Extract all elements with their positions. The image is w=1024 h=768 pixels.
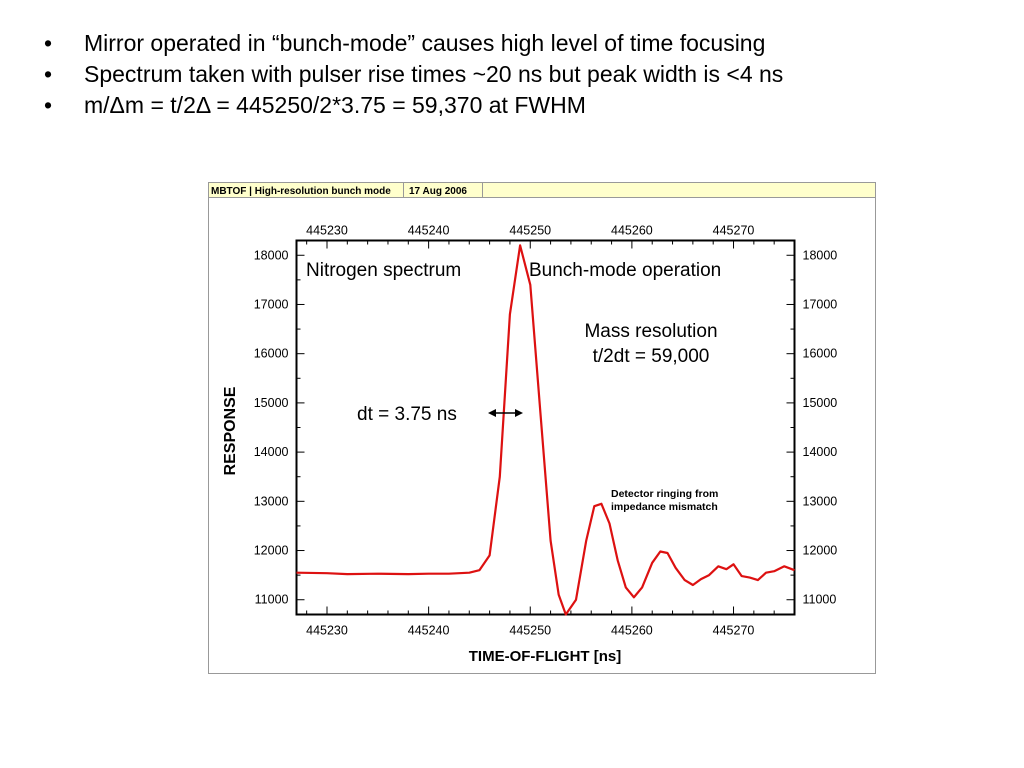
- y-tick-label-left: 11000: [255, 593, 289, 607]
- x-tick-label-bottom: 445240: [408, 624, 450, 638]
- annotation-nitrogen: Nitrogen spectrum: [306, 260, 461, 281]
- y-tick-label-left: 13000: [254, 494, 289, 508]
- annotation-dt: dt = 3.75 ns: [357, 404, 457, 425]
- y-tick-label-right: 16000: [803, 347, 838, 361]
- y-tick-label-left: 17000: [254, 297, 289, 311]
- bullet-marker: •: [44, 30, 53, 56]
- bullet-marker: •: [44, 92, 53, 118]
- bullet-item: • m/Δm = t/2Δ = 445250/2*3.75 = 59,370 at…: [44, 90, 783, 121]
- x-tick-label-bottom: 445270: [713, 624, 755, 638]
- x-tick-label-top: 445240: [408, 224, 450, 238]
- y-tick-label-right: 14000: [803, 445, 838, 459]
- y-tick-label-right: 15000: [803, 396, 838, 410]
- axes: 445230 445230 445240 445240 445250 445250 4452…: [254, 224, 838, 638]
- header-date: 17 Aug 2006: [409, 186, 467, 197]
- series-group: [296, 244, 795, 616]
- x-tick-label-bottom: 445260: [611, 624, 653, 638]
- bullet-list: • Mirror operated in “bunch-mode” causes …: [44, 28, 783, 121]
- figure-header: [208, 182, 876, 198]
- x-tick-label-top: 445270: [713, 224, 755, 238]
- annotation-ringing-line1: Detector ringing from: [611, 488, 718, 500]
- y-tick-label-right: 11000: [803, 593, 837, 607]
- x-tick-label-top: 445230: [306, 224, 348, 238]
- y-tick-label-left: 18000: [254, 248, 289, 262]
- y-tick-label-left: 14000: [254, 445, 289, 459]
- bullet-text: m/Δm = t/2Δ = 445250/2*3.75 = 59,370 at …: [84, 92, 586, 118]
- y-tick-label-left: 15000: [254, 396, 289, 410]
- y-tick-label-right: 12000: [803, 544, 838, 558]
- x-tick-label-bottom: 445230: [306, 624, 348, 638]
- y-tick-label-right: 13000: [803, 494, 838, 508]
- x-tick-label-bottom: 445250: [509, 624, 551, 638]
- x-tick-label-top: 445260: [611, 224, 653, 238]
- annotation-mass-resolution: Mass resolution: [584, 321, 717, 342]
- bullet-marker: •: [44, 61, 53, 87]
- annotation-bunch-mode: Bunch-mode operation: [529, 260, 721, 281]
- series-line: [296, 244, 795, 616]
- bullet-text: Mirror operated in “bunch-mode” causes h…: [84, 30, 766, 56]
- y-tick-label-right: 17000: [803, 297, 838, 311]
- y-axis-label: RESPONSE: [222, 386, 239, 475]
- x-tick-label-top: 445250: [509, 224, 551, 238]
- header-title: MBTOF | High-resolution bunch mode: [211, 186, 391, 197]
- annotation-resolution-value: t/2dt = 59,000: [593, 346, 710, 367]
- y-tick-label-right: 18000: [803, 248, 838, 262]
- fwhm-arrow: [488, 409, 523, 417]
- annotation-ringing-line2: impedance mismatch: [611, 501, 718, 513]
- y-tick-label-left: 12000: [254, 544, 289, 558]
- bullet-text: Spectrum taken with pulser rise times ~2…: [84, 61, 784, 87]
- bullet-item: • Spectrum taken with pulser rise times ~…: [44, 59, 783, 90]
- x-axis-label: TIME-OF-FLIGHT [ns]: [469, 648, 621, 665]
- bullet-item: • Mirror operated in “bunch-mode” causes …: [44, 28, 783, 59]
- y-tick-label-left: 16000: [254, 347, 289, 361]
